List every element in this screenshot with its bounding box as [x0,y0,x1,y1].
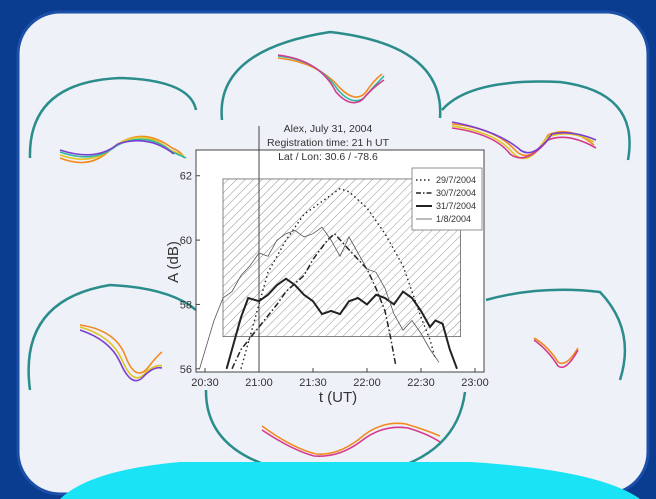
legend: 29/7/2004 30/7/2004 31/7/2004 1/8/2004 [411,167,483,231]
y-tick-label: 56 [180,364,192,376]
mini-traces [59,54,597,458]
series-line-3 [225,277,458,370]
x-tick-label: 21:30 [299,377,327,389]
arc-top-right [441,80,631,161]
x-tick-label: 22:00 [353,377,381,389]
series-line-2 [231,232,397,370]
chart-title-line-1: Alex, July 31, 2004 [284,123,373,135]
legend-label-4: 1/8/2004 [436,214,471,224]
x-tick-label: 22:30 [407,377,435,389]
y-tick-label: 60 [180,235,192,247]
arc-top-left [28,76,198,159]
y-axis-label: A (dB) [165,241,182,283]
x-tick-label: 20:30 [191,377,219,389]
x-tick-label: 23:00 [461,377,489,389]
x-axis-label: t (UT) [319,389,357,406]
legend-label-2: 30/7/2004 [436,188,476,198]
legend-box [411,167,483,231]
y-tick-label: 62 [180,171,192,183]
arc-right [485,288,627,381]
series-line-4 [199,226,440,369]
legend-label-1: 29/7/2004 [436,175,476,185]
y-tick-label: 58 [180,299,192,311]
arc-left [27,283,197,391]
arc-top [220,30,442,121]
legend-label-3: 31/7/2004 [436,201,476,211]
chart-title-line-2: Registration time: 21 h UT [267,137,390,149]
chart-title-line-3: Lat / Lon: 30.6 / -78.6 [278,151,378,163]
x-tick-label: 21:00 [245,377,273,389]
cyan-banner [60,462,640,499]
